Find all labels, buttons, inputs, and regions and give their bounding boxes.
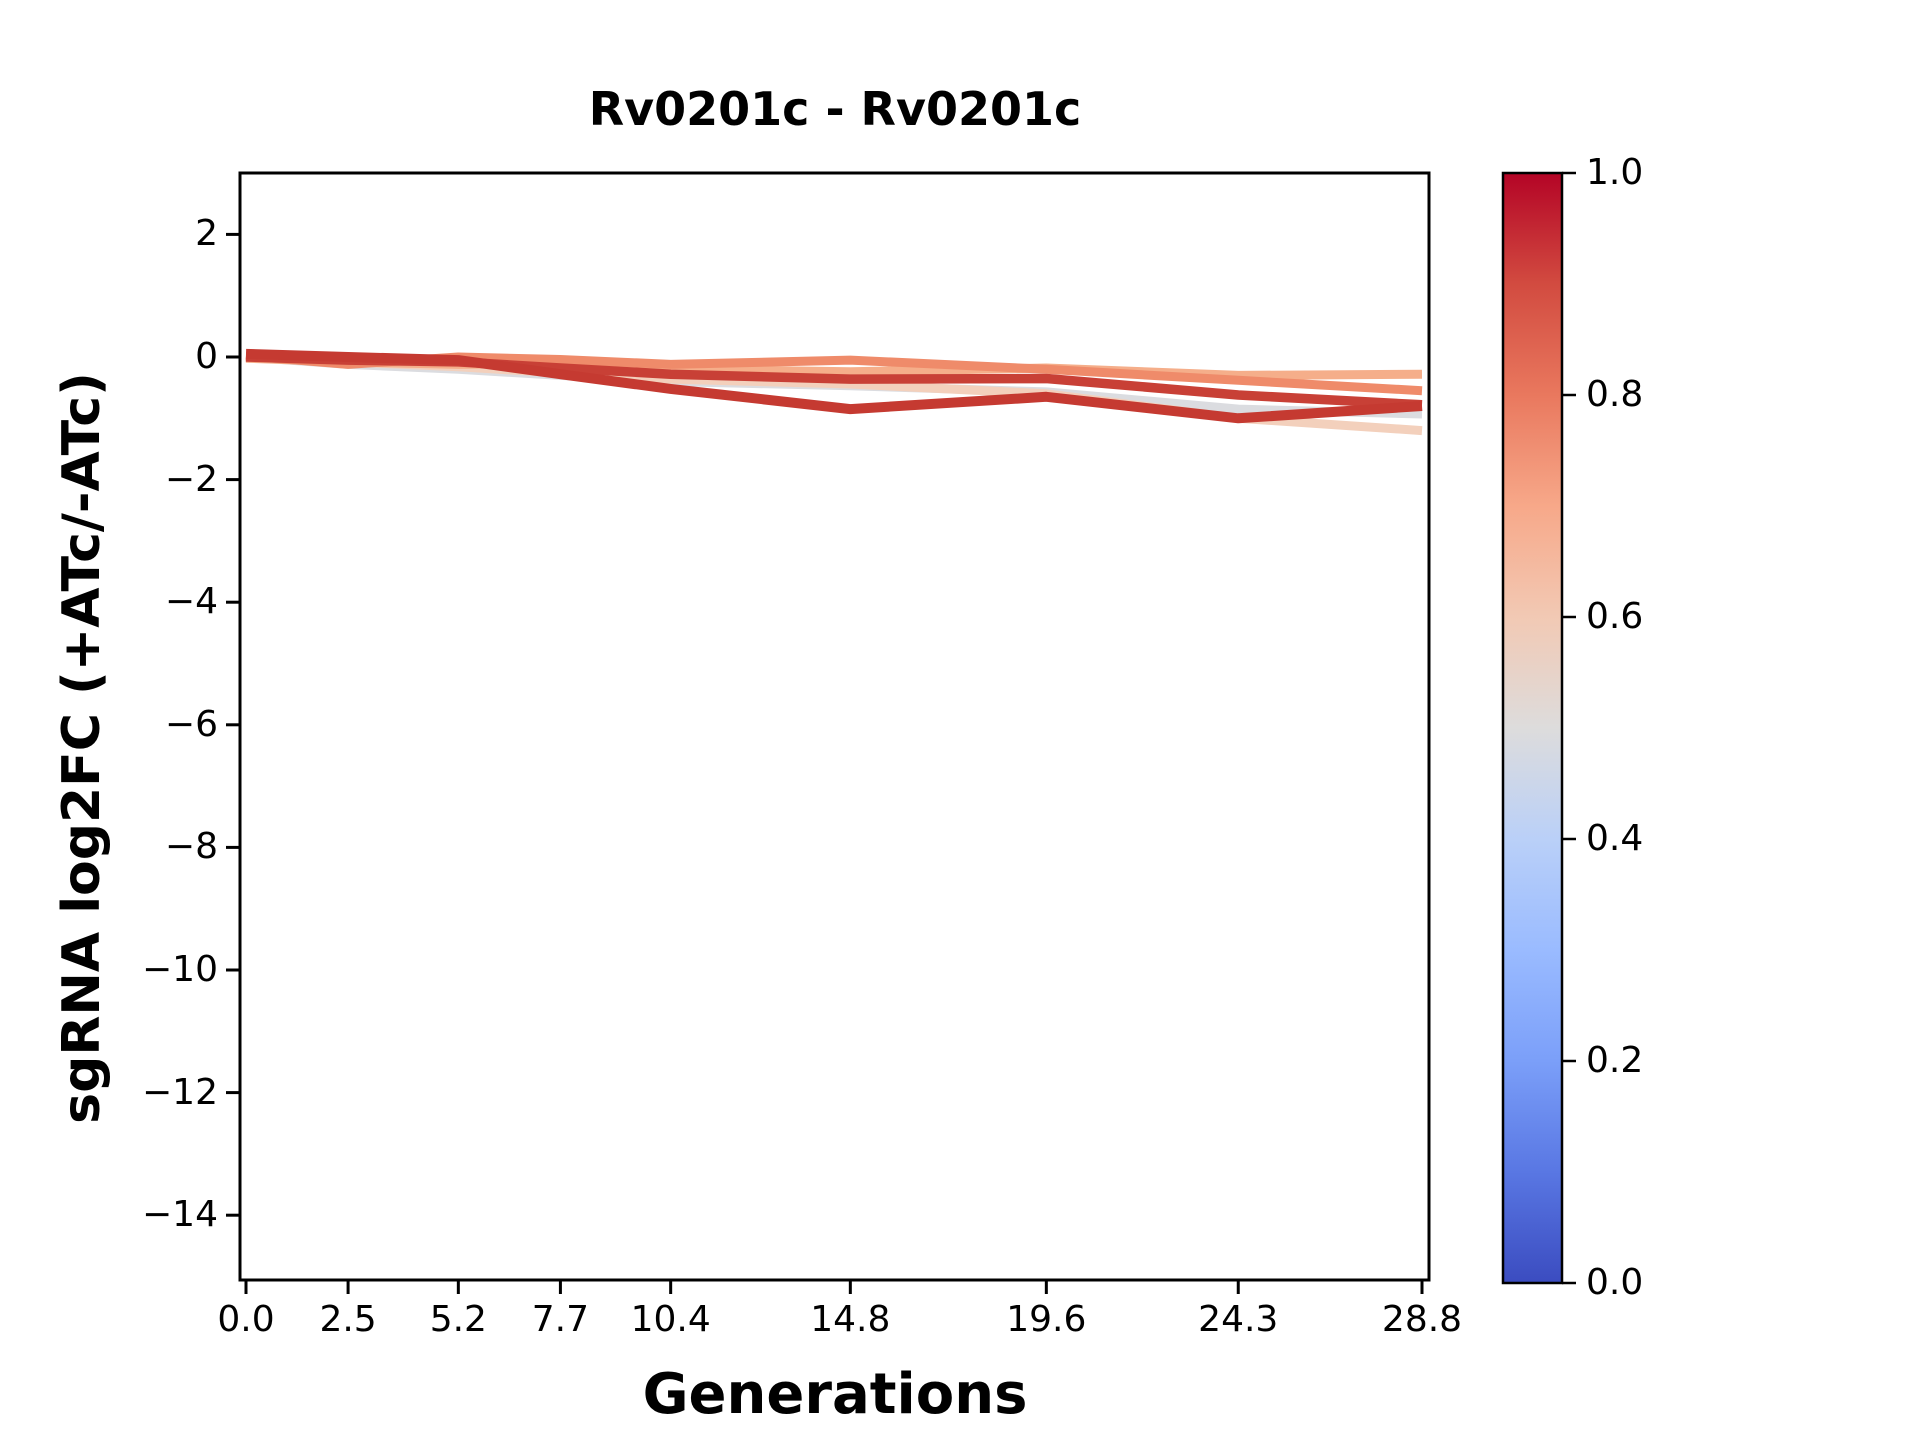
y-tick-label: −4 — [164, 581, 218, 623]
y-tick-label: 0 — [195, 336, 218, 377]
colorbar-tick-label: 0.0 — [1586, 1262, 1644, 1303]
y-tick-label: −12 — [142, 1071, 218, 1113]
chart-title: Rv0201c - Rv0201c — [588, 82, 1082, 136]
x-tick-label: 10.4 — [630, 1299, 711, 1340]
colorbar-tick-label: 0.6 — [1586, 596, 1644, 637]
y-tick-label: −14 — [142, 1194, 218, 1236]
series-line-sgRNA-darkred-b — [245, 348, 1423, 424]
y-tick-label: −10 — [142, 949, 218, 990]
colorbar-tick-label: 0.8 — [1586, 374, 1644, 415]
x-tick-label: 24.3 — [1198, 1299, 1279, 1340]
x-tick-label: 7.7 — [531, 1299, 590, 1340]
plot-border — [238, 171, 1431, 1282]
x-tick-label: 2.5 — [319, 1299, 377, 1340]
y-tick-label: −8 — [164, 826, 218, 868]
colorbar-border — [1501, 171, 1564, 1285]
x-tick-label: 0.0 — [217, 1299, 275, 1340]
colorbar-tick-label: 0.4 — [1586, 818, 1644, 859]
y-tick-label: 2 — [195, 213, 218, 255]
colorbar-tick-label: 1.0 — [1586, 152, 1644, 193]
x-tick-label: 5.2 — [429, 1299, 487, 1340]
y-tick-label: −6 — [164, 703, 218, 745]
colorbar-tick-label: 0.2 — [1586, 1040, 1644, 1081]
x-axis-label: Generations — [642, 1362, 1028, 1427]
colorbar-gradient — [1503, 173, 1562, 1283]
x-tick-label: 14.8 — [810, 1299, 891, 1340]
x-tick-label: 28.8 — [1381, 1299, 1463, 1340]
x-tick-label: 19.6 — [1006, 1299, 1087, 1340]
y-tick-label: −2 — [164, 458, 218, 500]
